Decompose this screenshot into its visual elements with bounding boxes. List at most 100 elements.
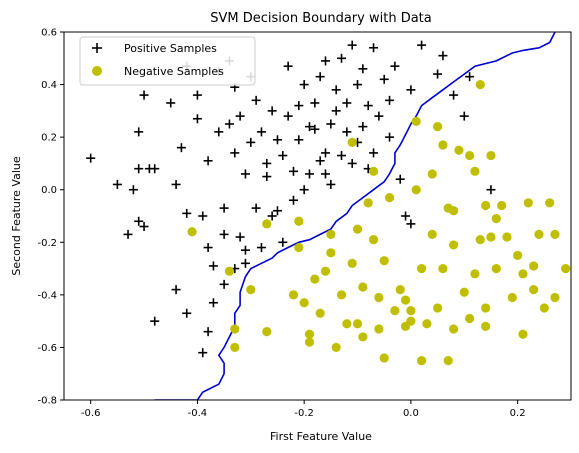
positive-point [182, 308, 192, 318]
x-tick-label: -0.4 [188, 408, 208, 419]
negative-point [358, 332, 368, 342]
positive-point [438, 51, 448, 61]
negative-point [534, 229, 544, 239]
positive-point [331, 106, 341, 116]
positive-point [288, 195, 298, 205]
positive-point [240, 169, 250, 179]
negative-point [550, 292, 560, 303]
negative-point [497, 200, 507, 211]
positive-point [310, 124, 320, 134]
positive-point [358, 122, 368, 132]
positive-point [203, 243, 213, 253]
positive-point [208, 261, 218, 271]
positive-point [230, 148, 240, 158]
axes: -0.6 -0.4 -0.2 0.0 0.2 -0.8 -0.6 -0.4 -0.2 0.0 0.2… [37, 28, 572, 419]
negative-point [304, 329, 315, 339]
positive-point [459, 111, 469, 121]
y-tick-label: -0.6 [37, 343, 57, 354]
negative-point [448, 324, 459, 334]
positive-point [283, 111, 293, 121]
positive-point [465, 72, 475, 82]
legend-frame [79, 36, 256, 86]
negative-point [523, 198, 533, 208]
positive-point [358, 64, 368, 74]
positive-point [449, 90, 459, 100]
negative-point [438, 263, 448, 274]
negative-point [406, 306, 416, 316]
negative-point [320, 266, 331, 276]
negative-point [448, 206, 459, 216]
negative-point [395, 285, 405, 295]
y-tick-label: -0.2 [37, 238, 57, 249]
positive-point [219, 279, 229, 289]
positive-point [208, 298, 218, 308]
negative-point [427, 229, 437, 239]
positive-point [331, 85, 341, 95]
positive-point [198, 211, 208, 221]
negative-point [246, 285, 256, 295]
positive-point [379, 74, 389, 84]
positive-point [321, 148, 331, 158]
negative-point [374, 324, 384, 334]
negative-point [363, 198, 373, 208]
negative-point [438, 140, 448, 150]
negative-point [384, 193, 395, 203]
positive-point [369, 43, 379, 53]
positive-point [433, 69, 443, 79]
negative-point [481, 303, 491, 313]
positive-point [123, 229, 133, 239]
positive-point [256, 243, 266, 253]
negative-point [262, 327, 272, 337]
negative-point [459, 287, 469, 297]
positive-point [326, 119, 336, 129]
negative-point [475, 79, 485, 90]
y-tick-label: -0.4 [37, 290, 57, 301]
negative-point [470, 269, 480, 279]
negative-point [529, 261, 539, 271]
negative-point [427, 169, 437, 179]
positive-point [363, 101, 373, 111]
positive-point [337, 53, 347, 63]
positive-point [390, 61, 400, 71]
positive-point [219, 203, 229, 213]
negative-point [294, 216, 304, 226]
positive-point [315, 156, 325, 166]
negative-point [342, 319, 352, 329]
negative-point [368, 166, 379, 176]
positive-point [251, 203, 261, 213]
negative-point [411, 185, 421, 195]
positive-point [267, 106, 277, 116]
positive-point [353, 80, 363, 90]
negative-point [411, 116, 421, 126]
positive-point [283, 61, 293, 71]
negative-point [288, 290, 299, 300]
y-axis-label: Second Feature Value [10, 156, 23, 275]
positive-point [369, 148, 379, 158]
decision-boundary-line [154, 32, 556, 400]
negative-point [379, 256, 389, 266]
positive-point [235, 111, 245, 121]
negative-point [187, 227, 197, 237]
negative-point [416, 355, 427, 366]
positive-point [299, 80, 309, 90]
positive-point [134, 164, 144, 174]
x-tick-label: 0.2 [510, 408, 526, 419]
positive-point [171, 179, 181, 189]
positive-point [294, 101, 304, 111]
negative-point [422, 319, 432, 329]
positive-point [288, 166, 298, 176]
y-tick-label: 0.0 [41, 185, 57, 196]
negative-point [352, 319, 363, 329]
negative-point [432, 122, 443, 132]
positive-point [310, 98, 320, 108]
negative-point [331, 342, 341, 353]
axes-frame [63, 31, 572, 401]
positive-point [240, 258, 250, 268]
y-tick-label: 0.4 [41, 80, 57, 91]
positive-point [176, 143, 186, 153]
positive-point [385, 95, 395, 105]
negative-point [465, 150, 475, 161]
x-axis-label: First Feature Value [270, 430, 372, 443]
negative-point [486, 232, 496, 242]
x-tick-label: -0.2 [294, 408, 314, 419]
